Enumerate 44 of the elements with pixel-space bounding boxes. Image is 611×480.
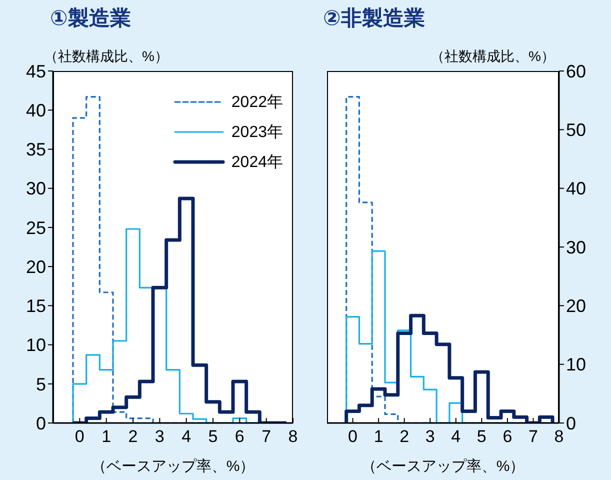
y-tick-label: 60 (566, 61, 586, 82)
y-tick-label: 0 (36, 413, 46, 434)
y-tick-label: 40 (26, 100, 46, 120)
x-tick-label: 2 (128, 427, 138, 446)
x-tick-label: 8 (554, 427, 564, 446)
y-tick-label: 30 (566, 237, 586, 258)
y-tick-label: 30 (26, 178, 46, 199)
y-axis-title: （社数構成比、%） (430, 48, 555, 66)
x-tick-label: 5 (476, 427, 486, 446)
y-tick-label: 25 (26, 218, 46, 238)
x-tick-label: 5 (208, 427, 218, 446)
chart-title: ②非製造業 (323, 6, 425, 32)
x-tick-label: 1 (102, 427, 112, 446)
x-tick-label: 6 (502, 427, 512, 446)
chart-title: ①製造業 (50, 6, 131, 32)
x-tick-label: 7 (528, 427, 538, 446)
y-tick-label: 5 (36, 374, 46, 394)
x-axis-title: （ベースアップ率、%） (360, 457, 526, 476)
y-axis-title: （社数構成比、%） (44, 48, 168, 65)
x-tick-label: 0 (74, 427, 84, 446)
x-tick-label: 1 (374, 427, 384, 446)
y-tick-label: 0 (566, 413, 576, 434)
x-tick-label: 4 (451, 427, 461, 446)
x-axis-title: （ベースアップ率、%） (90, 457, 256, 476)
y-tick-label: 20 (566, 296, 586, 316)
legend-label: 2024年 (231, 152, 283, 172)
y-tick-label: 20 (26, 256, 46, 277)
legend-label: 2022年 (231, 92, 283, 112)
x-tick-label: 3 (425, 427, 435, 446)
y-tick-label: 10 (26, 335, 46, 356)
y-tick-label: 15 (26, 296, 46, 316)
y-tick-label: 10 (566, 354, 586, 375)
y-tick-label: 35 (26, 140, 46, 160)
x-tick-label: 7 (262, 427, 272, 446)
legend-label: 2023年 (231, 122, 283, 142)
x-tick-label: 0 (348, 427, 358, 446)
x-tick-label: 6 (234, 427, 244, 446)
y-tick-label: 40 (566, 178, 586, 199)
x-tick-label: 4 (182, 427, 192, 446)
x-tick-label: 2 (400, 427, 410, 446)
x-tick-label: 8 (288, 427, 298, 446)
x-tick-label: 3 (154, 427, 164, 446)
y-tick-label: 50 (566, 120, 586, 140)
y-tick-label: 45 (26, 61, 46, 82)
